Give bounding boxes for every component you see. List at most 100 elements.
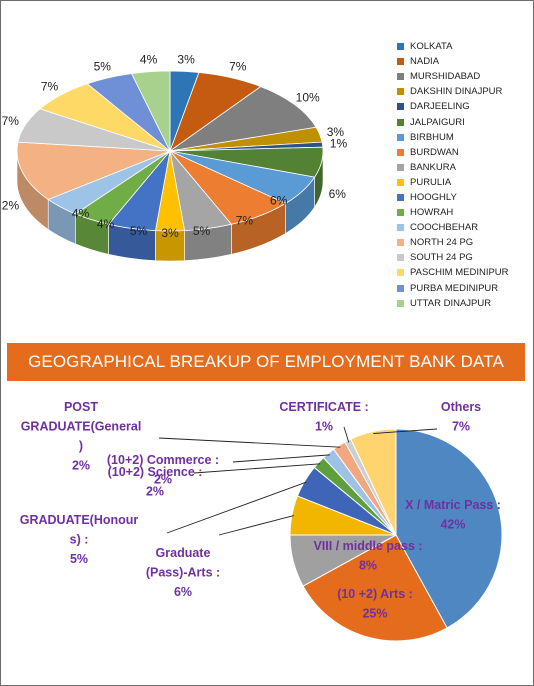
legend-item: DARJEELING [397, 99, 533, 114]
pie2-data-label: 25% [362, 607, 387, 621]
pie2-data-label: CERTIFICATE : [279, 400, 368, 414]
legend-item: BANKURA [397, 160, 533, 175]
legend-label: MURSHIDABAD [410, 71, 481, 83]
pie2-data-label: GRADUATE(General [21, 420, 142, 434]
pie1-data-label: 7% [236, 213, 254, 227]
pie2-data-label: 7% [452, 420, 470, 434]
legend-swatch [397, 254, 404, 262]
legend-item: UTTAR DINAJPUR [397, 296, 533, 311]
legend-swatch [397, 118, 404, 126]
pie2-data-label: 2% [146, 485, 164, 499]
banner-title: GEOGRAPHICAL BREAKUP OF EMPLOYMENT BANK … [28, 352, 504, 371]
legend-label: HOOGHLY [410, 191, 457, 203]
legend-swatch [397, 73, 404, 81]
pie2-data-label: X / Matric Pass : [405, 498, 501, 512]
legend-label: DAKSHIN DINAJPUR [410, 86, 503, 98]
legend-item: SOUTH 24 PG [397, 250, 533, 265]
legend-swatch [397, 239, 404, 247]
legend-swatch [397, 178, 404, 186]
pie2-data-label: GRADUATE(Honour [20, 513, 139, 527]
pie2-slice-0 [395, 428, 503, 629]
pie2-leader-line [373, 428, 438, 434]
district-legend: KOLKATA NADIA MURSHIDABAD DAKSHIN DINAJPUR D… [397, 39, 533, 311]
pie2-data-label: 2% [154, 473, 172, 487]
pie2-leader-line [166, 481, 307, 534]
pie1-data-label: 7% [229, 60, 247, 74]
pie2-data-label: 6% [174, 585, 192, 599]
pie2-leader-line [158, 437, 341, 448]
legend-swatch [397, 284, 404, 292]
pie2-data-label: 1% [315, 420, 333, 434]
pie2-data-label: Graduate [156, 546, 211, 560]
legend-label: HOWRAH [410, 207, 454, 219]
pie2-labels: X / Matric Pass : 42% (10 +2) Arts : 25% VII… [20, 400, 501, 621]
pie2-data-label: 8% [359, 559, 377, 573]
legend-swatch [397, 299, 404, 307]
pie1-data-label: 7% [2, 114, 20, 128]
pie1-data-label: 6% [329, 187, 347, 201]
legend-label: PURULIA [410, 176, 452, 188]
legend-item: JALPAIGURI [397, 114, 533, 129]
pie2-data-label: VIII / middle pass : [313, 539, 422, 553]
legend-label: PASCHIM MEDINIPUR [410, 267, 509, 279]
legend-label: SOUTH 24 PG [410, 252, 473, 264]
pie1-data-label: 6% [270, 193, 288, 207]
pie2-data-label: s) : [70, 533, 89, 547]
legend-label: UTTAR DINAJPUR [410, 297, 492, 309]
legend-swatch [397, 209, 404, 217]
pie1-slice-north-24-pg [16, 141, 171, 200]
pie1-data-label: 5% [94, 60, 112, 74]
pie1-data-label: 12% [1, 199, 19, 213]
pie2-slice-9 [350, 428, 397, 536]
legend-item: NORTH 24 PG [397, 235, 533, 250]
pie2-data-label: (10+2) Commerce : [107, 453, 219, 467]
pie1-labels: 3%7%10%3%1%6%6%7%5%3%5%4%4%12%7%7%5%4% [1, 52, 347, 240]
pie2-slice-1 [302, 534, 448, 642]
legend-item: PURULIA [397, 175, 533, 190]
legend-item: MURSHIDABAD [397, 69, 533, 84]
pie2-leader-line [232, 454, 330, 463]
legend-label: JALPAIGURI [410, 116, 465, 128]
legend-label: NORTH 24 PG [410, 237, 474, 249]
pie1-data-label: 3% [177, 52, 195, 66]
pie1-walls [16, 150, 324, 262]
pie1-data-label: 5% [130, 224, 148, 238]
legend-label: BANKURA [410, 161, 456, 173]
legend-label: BURDWAN [410, 146, 459, 158]
pie1-data-label: 4% [140, 53, 158, 67]
legend-label: PURBA MEDINIPUR [410, 282, 499, 294]
pie2-data-label: 42% [440, 518, 465, 532]
pie2-data-label: POST [64, 400, 98, 414]
legend-label: DARJEELING [410, 101, 470, 113]
pie2-leader-line [218, 515, 294, 536]
pie2-data-label: ) [79, 439, 83, 453]
pie2-data-label: 2% [72, 459, 90, 473]
legend-label: NADIA [410, 56, 440, 68]
pie2-data-label: (10+2) Science : [108, 465, 203, 479]
legend-swatch [397, 224, 404, 232]
legend-item: PURBA MEDINIPUR [397, 281, 533, 296]
legend-swatch [397, 58, 404, 66]
legend-swatch [397, 133, 404, 141]
pie2-leader-line [343, 426, 350, 443]
pie1-data-label: 7% [41, 79, 59, 93]
legend-item: HOWRAH [397, 205, 533, 220]
pie1-data-label: 3% [327, 125, 345, 139]
legend-item: DAKSHIN DINAJPUR [397, 84, 533, 99]
title-banner: GEOGRAPHICAL BREAKUP OF EMPLOYMENT BANK … [7, 343, 525, 381]
pie1-data-label: 1% [330, 137, 348, 151]
pie1-data-label: 3% [161, 226, 179, 240]
legend-swatch [397, 103, 404, 111]
legend-label: COOCHBEHAR [410, 222, 479, 234]
pie2-data-label: (Pass)-Arts : [146, 566, 220, 580]
legend-swatch [397, 193, 404, 201]
legend-item: BIRBHUM [397, 130, 533, 145]
legend-item: PASCHIM MEDINIPUR [397, 265, 533, 280]
legend-swatch [397, 269, 404, 277]
pie1-slice-murshidabad [169, 86, 317, 152]
pie2-data-label: (10 +2) Arts : [337, 587, 413, 601]
legend-item: NADIA [397, 54, 533, 69]
legend-swatch [397, 43, 404, 51]
pie1-slice-uttar-dinajpur [130, 70, 171, 152]
